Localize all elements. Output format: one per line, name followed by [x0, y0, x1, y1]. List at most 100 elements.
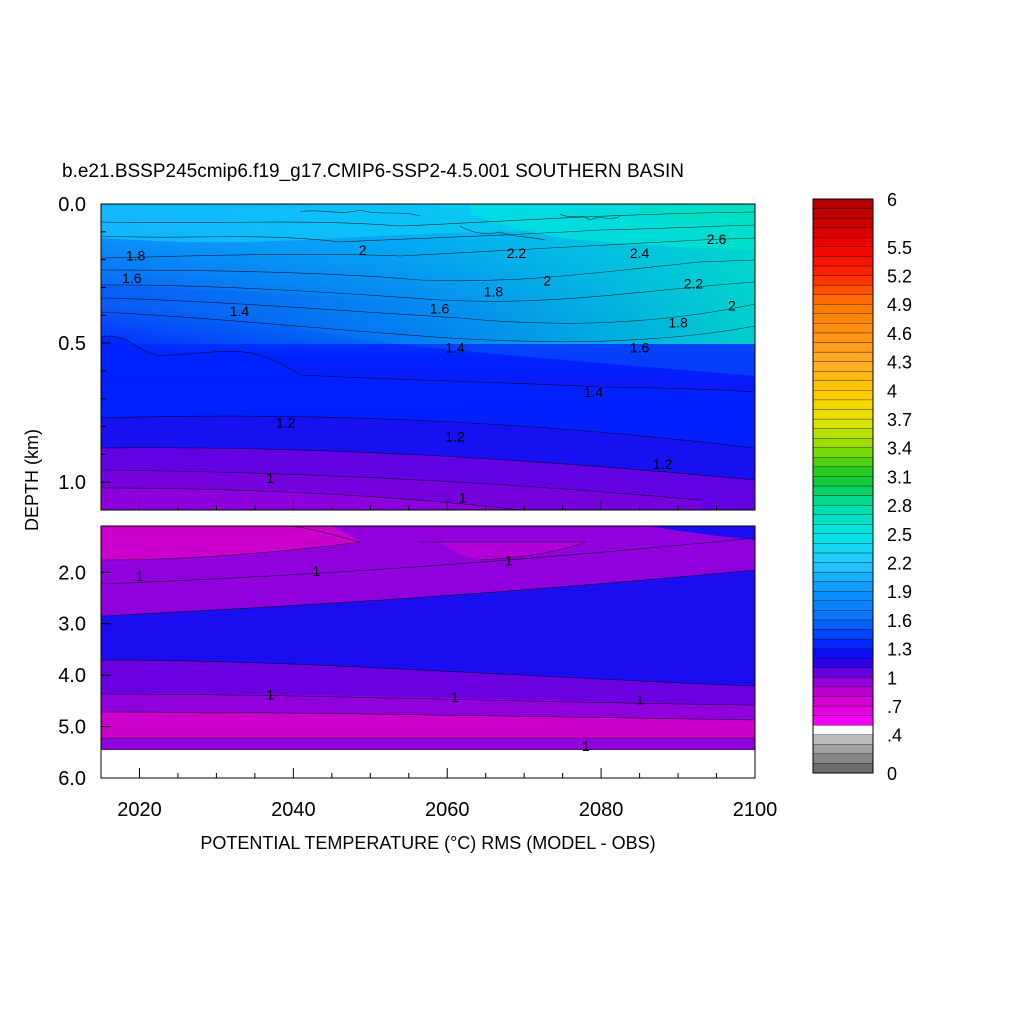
contour-line — [100, 693, 756, 706]
colorbar-swatch — [812, 342, 874, 353]
chart-title: b.e21.BSSP245cmip6.f19_g17.CMIP6-SSP2-4.… — [62, 161, 684, 182]
colorbar-swatch — [812, 629, 874, 640]
colorbar-tick-label: 6 — [887, 190, 897, 210]
colorbar-tick-label: 1.3 — [887, 640, 912, 660]
colorbar-tick-label: 4.9 — [887, 295, 912, 315]
x-tick-label: 2100 — [733, 799, 778, 821]
colorbar-tick-label: 1.9 — [887, 582, 912, 602]
colorbar-swatch — [812, 371, 874, 381]
lower-y-axis: 2.0 3.0 4.0 5.0 6.0 — [58, 562, 111, 790]
colorbar-swatch — [812, 418, 874, 429]
x-axis-label: POTENTIAL TEMPERATURE (°C) RMS (MODEL - … — [200, 833, 655, 853]
contour-label: 1 — [266, 686, 274, 702]
colorbar-swatch — [812, 524, 874, 534]
colorbar-frame — [812, 198, 874, 774]
colorbar-swatch — [812, 351, 874, 362]
colorbar-swatch — [812, 600, 874, 611]
colorbar-swatch — [812, 705, 874, 716]
colorbar-swatch — [812, 514, 874, 525]
contour-label: 1.6 — [630, 339, 650, 355]
contour-line — [419, 541, 586, 561]
contour-line — [100, 659, 756, 687]
upper-panel-contour-labels: 1.8 2 2.2 2.4 2.6 1.6 1.8 2 2.2 2 1.4 1.6 1.8 1.4 1.6 1… — [122, 231, 736, 506]
colorbar-swatch — [812, 275, 874, 286]
contour-label: 1 — [459, 490, 467, 506]
colorbar-tick-label: 5.5 — [887, 238, 912, 258]
colorbar-tick-label: .4 — [887, 726, 902, 746]
colorbar-swatch — [812, 409, 874, 420]
contour-label: 1 — [451, 689, 459, 705]
colorbar-swatch — [812, 495, 874, 506]
colorbar-swatch — [812, 217, 874, 228]
contour-label: 2 — [359, 242, 367, 258]
contour-label: 1 — [505, 553, 513, 569]
colorbar-swatch — [812, 237, 874, 247]
contour-label: 1 — [266, 470, 274, 486]
colorbar-swatch — [812, 390, 874, 401]
colorbar-tick-label: 5.2 — [887, 267, 912, 287]
y-tick-label: 6.0 — [58, 768, 86, 790]
contour-line — [100, 469, 701, 501]
contour-line — [100, 415, 756, 449]
contour-label: 1.8 — [126, 248, 146, 264]
y-tick-label: 3.0 — [58, 614, 86, 636]
x-tick-label: 2080 — [579, 799, 624, 821]
upper-panel-frame — [100, 203, 756, 511]
contour-line — [100, 487, 521, 511]
contour-line — [100, 569, 756, 617]
colorbar-swatch — [812, 610, 874, 621]
colorbar-swatch — [812, 648, 874, 659]
contour-label: 1 — [636, 692, 644, 708]
contour-label: 2 — [728, 298, 736, 314]
colorbar-swatch — [812, 725, 874, 735]
colorbar-swatch — [812, 256, 874, 267]
lower-panel-fill — [101, 526, 755, 778]
colorbar-swatch — [812, 447, 874, 458]
y-tick-label: 5.0 — [58, 717, 86, 739]
x-axis: 2020 2040 2060 2080 2100 — [117, 500, 777, 821]
colorbar-tick-label: .7 — [887, 697, 902, 717]
x-tick-label: 2040 — [271, 799, 316, 821]
y-tick-label: 0.0 — [58, 194, 86, 216]
colorbar-swatch — [812, 658, 874, 668]
colorbar-swatch — [812, 198, 874, 209]
contour-label: 1.2 — [653, 456, 673, 472]
colorbar-tick-label: 4.3 — [887, 353, 912, 373]
colorbar-swatch — [812, 438, 874, 448]
contour-line — [100, 525, 361, 561]
contour-label: 1.2 — [276, 414, 296, 430]
lower-band — [101, 694, 755, 720]
upper-band — [101, 488, 520, 510]
colorbar-tick-label: 3.7 — [887, 410, 912, 430]
colorbar-swatch — [812, 246, 874, 257]
contour-label: 1.2 — [445, 428, 465, 444]
contour-label: 1 — [313, 563, 321, 579]
colorbar-tick-label: 2.2 — [887, 554, 912, 574]
colorbar-swatch — [812, 428, 874, 439]
upper-warm-overlay — [101, 204, 755, 344]
colorbar-tick-label: 4.6 — [887, 324, 912, 344]
colorbar-swatch — [812, 581, 874, 592]
contour-line — [100, 447, 756, 481]
contour-line — [100, 335, 756, 393]
colorbar-swatch — [812, 533, 874, 544]
upper-panel-fill — [101, 204, 755, 510]
colorbar-swatch — [812, 686, 874, 697]
contour-label: 1.6 — [430, 300, 450, 316]
colorbar-swatch — [812, 380, 874, 391]
upper-y-axis: 0.0 0.5 1.0 — [58, 194, 111, 494]
y-axis-label: DEPTH (km) — [22, 429, 42, 531]
contour-line — [459, 225, 546, 241]
colorbar-swatch — [812, 696, 874, 707]
contour-label: 2.6 — [707, 231, 727, 247]
contour-label: 1.4 — [445, 339, 465, 355]
y-tick-label: 0.5 — [58, 333, 86, 355]
contour-label: 1 — [136, 568, 144, 584]
lower-band — [101, 526, 360, 560]
contour-label: 1.4 — [584, 384, 604, 400]
contour-line — [100, 297, 756, 324]
colorbar-swatch — [812, 619, 874, 630]
contour-label: 2.2 — [507, 245, 527, 261]
contour-label: 1.6 — [122, 270, 142, 286]
colorbar-swatch — [812, 591, 874, 601]
